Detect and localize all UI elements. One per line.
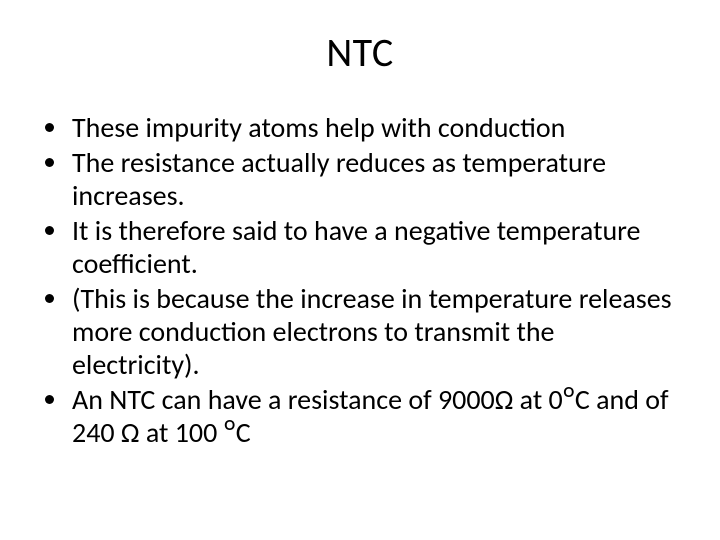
list-item: These impurity atoms help with conductio… [70, 111, 684, 144]
bullet-list: These impurity atoms help with conductio… [36, 111, 684, 449]
list-item: An NTC can have a resistance of 9000Ω at… [70, 383, 684, 449]
list-item: It is therefore said to have a negative … [70, 214, 684, 280]
slide-title: NTC [36, 28, 684, 77]
list-item: The resistance actually reduces as tempe… [70, 146, 684, 212]
list-item: (This is because the increase in tempera… [70, 282, 684, 381]
slide: NTC These impurity atoms help with condu… [0, 0, 720, 540]
